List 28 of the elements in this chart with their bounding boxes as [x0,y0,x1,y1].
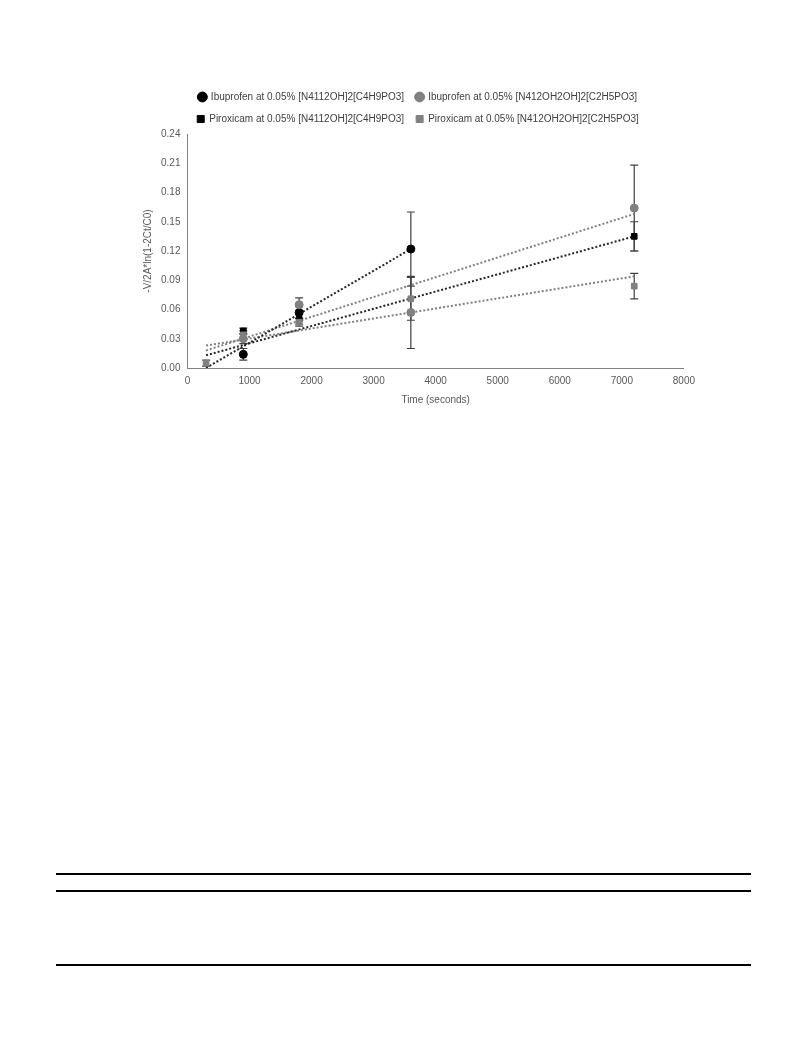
y-tick-label: 0.18 [160,186,181,198]
y-tick-label: 0.24 [160,127,181,139]
y-tick-label: 0.00 [160,361,181,373]
x-tick-label: 1000 [238,374,262,386]
point [629,203,639,213]
legend-label: Ibuprofen at 0.05% [N412OH2OH]2[C2H5PO3] [428,90,638,102]
y-tick-label: 0.15 [160,215,181,227]
legend-label: Piroxicam at 0.05% [N4112OH]2[C4H9PO3] [209,112,405,124]
x-tick-label: 6000 [548,374,572,386]
point [406,307,416,317]
x-tick-label: 5000 [486,374,510,386]
x-tick-label: 3000 [362,374,386,386]
point [630,233,638,240]
y-tick-label: 0.09 [160,274,181,285]
x-tick-label: 2000 [300,374,324,386]
x-tick-label: 7000 [610,374,634,386]
y-tick-label: 0.12 [160,244,181,256]
x-tick-label: 8000 [672,374,696,386]
x-axis-title: Time (seconds) [401,393,470,405]
y-tick-label: 0.03 [160,332,181,344]
point [406,244,416,254]
legend-label: Ibuprofen at 0.05% [N4112OH]2[C4H9PO3] [210,90,405,102]
x-tick-label: 0 [184,374,191,386]
x-tick-label: 4000 [424,374,448,386]
y-tick-label: 0.06 [160,303,181,315]
y-axis-title: -V/2A*ln(1-2Ct/C0) [141,209,153,293]
y-tick-label: 0.21 [160,157,181,168]
legend-label: Piroxicam at 0.05% [N412OH2OH]2[C2H5PO3] [428,112,639,124]
